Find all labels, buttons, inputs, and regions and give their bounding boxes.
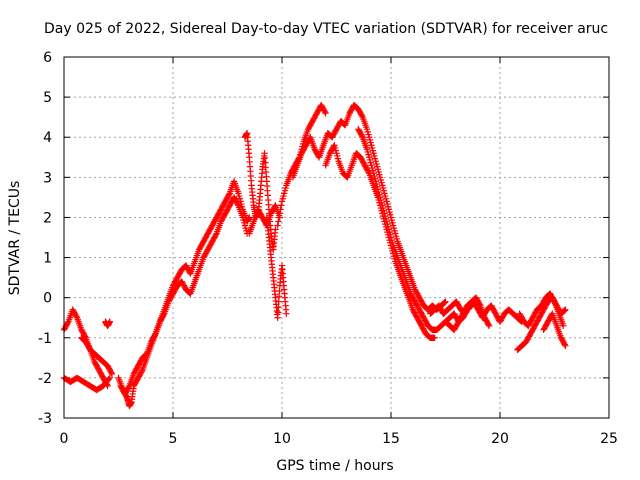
data-point [275,214,283,221]
data-point [442,298,449,305]
data-point [234,200,241,208]
data-point [275,218,282,225]
data-point [151,331,159,339]
y-tick-label: 5 [43,90,52,106]
y-tick-label: 4 [43,130,52,146]
series-sat-track-4 [102,318,113,329]
data-point [274,222,281,229]
chart-title: Day 025 of 2022, Sidereal Day-to-day VTE… [44,21,608,37]
data-point [485,322,493,329]
data-point [358,112,366,120]
data-point [277,206,284,213]
data-point [73,313,80,320]
data-point [283,310,290,317]
data-point [275,303,282,311]
data-point [560,307,568,315]
data-point [561,341,568,348]
data-point [138,368,145,375]
data-point [343,173,350,180]
x-tick-label: 25 [600,431,618,447]
data-point [246,214,253,221]
series-sat-track-2 [60,374,113,394]
series-sat-track-9 [263,214,290,321]
data-point [275,298,282,305]
data-point [278,202,285,209]
data-point [322,109,329,117]
plot-frame [63,56,610,419]
data-point [142,351,149,359]
data-point [108,370,116,378]
data-point [160,311,167,319]
data-point [562,306,569,313]
data-point [276,210,284,217]
data-point [441,299,448,306]
tick-labels: 0 5 10 15 20 25 -3 -2 -1 0 1 2 3 4 5 6 [38,50,618,447]
series-sat-track-6 [117,194,251,398]
series-sat-track-18 [540,310,569,349]
data-point [274,314,281,321]
series-sat-track-17 [516,290,567,329]
y-tick-label: 0 [43,291,52,307]
data-point [125,384,132,391]
data-point [440,299,448,307]
y-tick-label: -1 [38,331,52,347]
data-point [431,334,438,341]
y-tick-label: 1 [43,251,52,267]
y-tick-label: -3 [38,411,52,427]
series-sat-track-3 [78,334,116,378]
y-tick-label: 2 [43,210,52,226]
data-point [562,342,569,349]
data-point [225,191,233,198]
x-tick-label: 20 [491,431,509,447]
data-points [60,101,569,410]
data-point [358,132,366,140]
data-point [108,369,115,376]
y-tick-label: -2 [38,371,52,387]
data-point [64,319,71,327]
series-sat-track-11 [289,101,449,313]
data-point [550,297,557,304]
x-tick-label: 10 [273,431,291,447]
data-point [275,293,283,300]
data-point [485,321,492,328]
data-point [105,376,112,383]
data-point [276,287,283,295]
data-point [476,301,483,308]
y-tick-label: 3 [43,170,52,186]
data-point [341,121,348,128]
data-point [212,231,220,239]
data-point [330,143,337,150]
x-tick-label: 0 [60,431,69,447]
data-point [272,226,279,233]
data-point [321,108,329,116]
y-tick-label: 6 [43,50,52,66]
data-point [274,309,282,316]
x-tick-label: 5 [169,431,178,447]
series-sat-track-15 [442,294,493,333]
y-axis-label: SDTVAR / TECUs [7,181,23,296]
data-point [106,318,113,325]
x-tick-label: 15 [382,431,400,447]
data-point [186,289,193,297]
data-point [560,322,567,329]
x-axis-label: GPS time / hours [276,458,393,474]
data-point [365,168,372,176]
data-point [561,307,568,314]
data-point [106,374,113,382]
